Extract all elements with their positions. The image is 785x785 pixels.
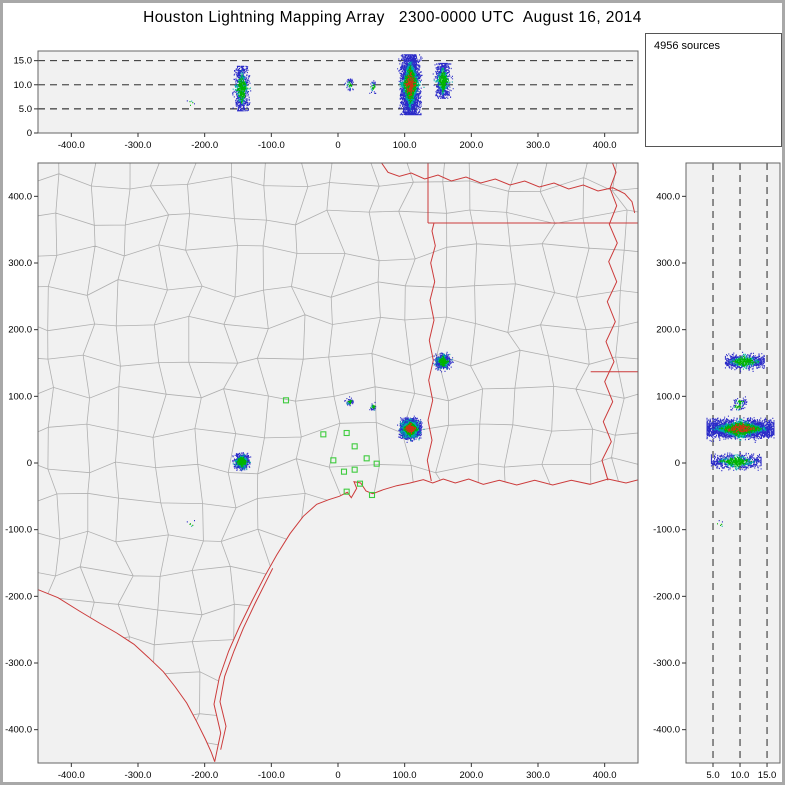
plan-view-map-x-tick-label: -400.0 xyxy=(58,770,85,781)
mexico-fill xyxy=(38,589,215,763)
altitude-vs-northsouth-y-tick-label: -200.0 xyxy=(653,591,680,602)
plan-view-map-x-tick-label: 300.0 xyxy=(526,770,550,781)
altitude-vs-northsouth-source-points xyxy=(725,423,759,435)
source-count-box: 4956 sources xyxy=(645,33,782,147)
plan-view-map-y-tick-label: 400.0 xyxy=(8,191,32,202)
lma-station-marker xyxy=(343,429,350,437)
barrier-island xyxy=(219,568,274,750)
altitude-vs-eastwest-y-tick-label: 15.0 xyxy=(14,56,33,67)
altitude-vs-northsouth-x-tick-label: 15.0 xyxy=(758,770,777,781)
altitude-vs-eastwest-x-tick-label: -400.0 xyxy=(58,140,85,151)
sabine-river-border xyxy=(426,222,436,482)
plan-view-map-y-tick-label: 200.0 xyxy=(8,325,32,336)
altitude-vs-eastwest-x-tick-label: 300.0 xyxy=(526,140,550,151)
plan-view-map-x-tick-label: 0 xyxy=(335,770,340,781)
gulf-coastline xyxy=(213,478,638,762)
altitude-vs-eastwest-y-tick-label: 0 xyxy=(27,128,32,139)
altitude-vs-northsouth-y-tick-label: 0 xyxy=(675,458,680,469)
altitude-vs-northsouth-source-points xyxy=(706,351,775,523)
red-river-border xyxy=(380,163,636,214)
lma-plots: -400.0 -300.0 -200.0 -100.0 0 100.0 200.0 300.0… xyxy=(5,50,781,781)
rio-grande-border xyxy=(38,589,216,762)
plan-view-map-y-tick-label: -100.0 xyxy=(5,525,32,536)
lma-station-marker xyxy=(320,431,327,438)
mississippi-river xyxy=(601,163,618,481)
lma-station-marker xyxy=(340,468,348,475)
altitude-vs-eastwest-x-tick-label: -300.0 xyxy=(125,140,152,151)
altitude-vs-northsouth-y-tick-label: -400.0 xyxy=(653,725,680,736)
plan-view-map-x-tick-label: 100.0 xyxy=(393,770,417,781)
plan-view-map-x-tick-label: 200.0 xyxy=(459,770,483,781)
lma-station-marker xyxy=(373,460,380,467)
altitude-vs-eastwest-x-tick-label: 100.0 xyxy=(393,140,417,151)
plan-view-map-x-tick-label: -100.0 xyxy=(258,770,285,781)
lma-station-marker xyxy=(351,443,358,450)
plan-view-map-y-tick-label: -200.0 xyxy=(5,591,32,602)
plot-title: Houston Lightning Mapping Array 2300-000… xyxy=(143,9,642,26)
altitude-vs-northsouth-y-tick-label: 300.0 xyxy=(656,258,680,269)
lma-station-marker xyxy=(351,466,358,473)
plan-view-map-y-tick-label: 0 xyxy=(27,458,32,469)
plan-view-map-y-tick-label: 100.0 xyxy=(8,391,32,402)
plan-view-map-y-tick-label: 300.0 xyxy=(8,258,32,269)
altitude-vs-northsouth-y-tick-label: 100.0 xyxy=(656,391,680,402)
lma-station-marker xyxy=(330,457,337,464)
plan-view-map-y-tick-label: -400.0 xyxy=(5,725,32,736)
altitude-vs-eastwest-y-tick-label: 5.0 xyxy=(19,104,32,115)
lma-station-marker xyxy=(368,491,376,499)
altitude-vs-northsouth-y-tick-label: 400.0 xyxy=(656,191,680,202)
altitude-vs-eastwest-x-tick-label: 0 xyxy=(335,140,340,151)
plan-view-map-y-tick-label: -300.0 xyxy=(5,658,32,669)
altitude-vs-northsouth-x-tick-label: 10.0 xyxy=(731,770,750,781)
altitude-vs-eastwest-source-points xyxy=(404,68,416,99)
base-map xyxy=(38,163,638,763)
plan-view-map-x-tick-label: -200.0 xyxy=(191,770,218,781)
altitude-vs-eastwest-x-tick-label: 400.0 xyxy=(593,140,617,151)
altitude-vs-northsouth-x-tick-label: 5.0 xyxy=(706,770,719,781)
lma-station-marker xyxy=(356,480,364,487)
lma-station-marker xyxy=(363,455,370,462)
gulf-of-mexico-fill xyxy=(214,479,638,763)
plan-view-map-source-points xyxy=(404,423,416,435)
altitude-vs-eastwest-y-tick-label: 10.0 xyxy=(14,80,33,91)
altitude-vs-eastwest-plot-area[interactable] xyxy=(38,51,638,133)
altitude-vs-northsouth-y-tick-label: -100.0 xyxy=(653,525,680,536)
plan-view-map-x-tick-label: 400.0 xyxy=(593,770,617,781)
altitude-vs-northsouth-y-tick-label: -300.0 xyxy=(653,658,680,669)
altitude-vs-northsouth-y-tick-label: 200.0 xyxy=(656,325,680,336)
plan-view-map-x-tick-label: -300.0 xyxy=(125,770,152,781)
source-count-label: 4956 sources xyxy=(654,40,721,52)
lma-station-marker xyxy=(282,397,290,404)
lma-station-marker xyxy=(343,488,350,495)
altitude-vs-eastwest-x-tick-label: -200.0 xyxy=(191,140,218,151)
altitude-vs-eastwest-x-tick-label: -100.0 xyxy=(258,140,285,151)
altitude-vs-eastwest-x-tick-label: 200.0 xyxy=(459,140,483,151)
